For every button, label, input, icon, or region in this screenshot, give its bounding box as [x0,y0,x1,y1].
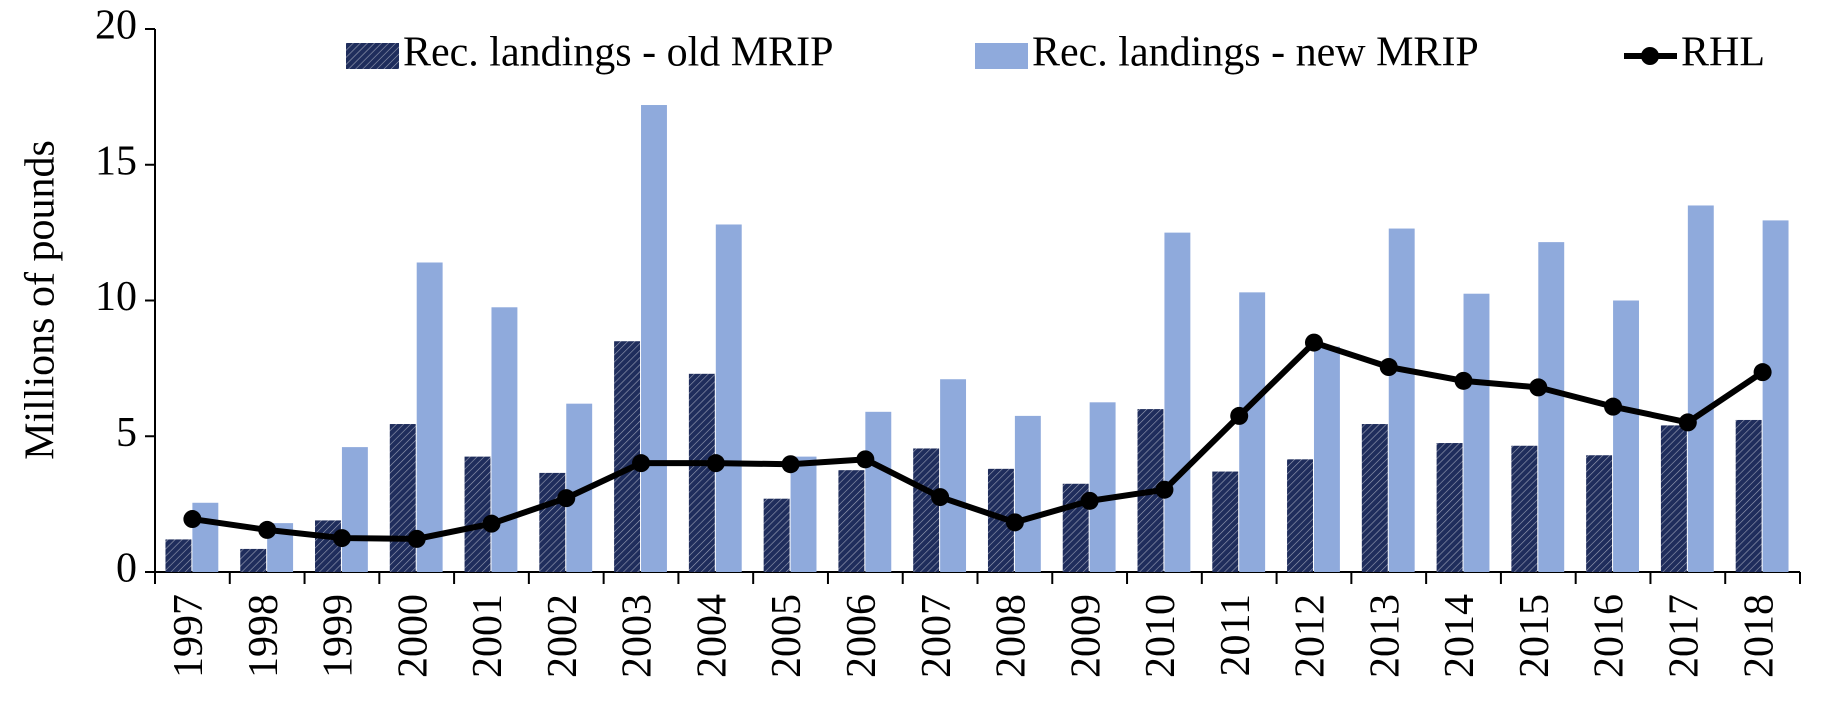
bar [838,470,865,572]
y-axis-label: Millions of pounds [18,140,64,460]
bar [940,379,967,572]
y-tick-label: 0 [116,546,137,592]
bar [641,105,667,573]
bar [1538,242,1565,572]
bar [1660,425,1687,572]
bar [539,472,566,572]
bar [913,448,940,572]
line-marker [1604,397,1623,416]
line-marker [407,529,426,548]
bar [1313,346,1340,572]
line-marker [1230,406,1249,425]
bar [865,411,892,572]
x-tick-label: 2004 [689,594,735,678]
legend-label: RHL [1681,30,1765,76]
line-marker [1753,363,1772,382]
line-marker [856,450,875,469]
legend-marker [1641,47,1659,65]
x-tick-label: 2008 [989,594,1035,678]
x-tick-label: 1999 [316,594,362,678]
line-marker [1529,378,1548,397]
x-tick-label: 2009 [1063,594,1109,678]
x-tick-label: 2001 [465,594,511,678]
bar [1239,292,1266,572]
line-marker [332,529,351,548]
x-tick-label: 2014 [1437,594,1483,678]
bar [790,456,817,572]
line-marker [557,489,576,508]
x-tick-label: 2018 [1736,594,1782,678]
legend-label: Rec. landings - new MRIP [1032,30,1479,76]
bar [389,424,416,572]
bar [1014,415,1041,572]
bar [1586,455,1613,572]
line-marker [781,455,800,474]
legend-swatch [975,43,1028,69]
x-tick-label: 2013 [1362,594,1408,678]
x-tick-label: 2007 [914,594,960,678]
x-tick-label: 2017 [1661,594,1707,678]
line-marker [1155,480,1174,499]
bar [491,307,518,572]
x-tick-label: 2015 [1512,594,1558,678]
x-tick-label: 2010 [1138,594,1184,678]
x-tick-label: 2012 [1288,594,1334,678]
bar [341,447,368,572]
bar [1762,220,1789,572]
bar [688,373,715,572]
line-marker [258,520,277,539]
bar [1089,402,1116,572]
x-tick-label: 2003 [615,594,661,678]
line-marker [1304,333,1323,352]
x-tick-label: 1998 [241,594,287,678]
bar [1511,445,1538,572]
bar [1164,232,1191,572]
bar [1436,443,1463,572]
bar [1388,228,1415,573]
x-tick-label: 2002 [540,594,586,678]
x-tick-label: 2005 [764,594,810,678]
line-marker [183,510,202,529]
bar [464,456,491,572]
bar [1212,471,1239,572]
x-tick-label: 2000 [390,594,436,678]
bar [1463,293,1490,572]
line-marker [706,454,725,473]
line [191,339,1765,542]
y-tick-label: 10 [95,274,137,320]
line-marker [1454,371,1473,390]
line-marker [1005,513,1024,532]
bar [1735,419,1762,572]
bar [1687,205,1714,572]
y-tick-label: 20 [95,3,137,49]
bar [715,224,742,573]
line-marker [632,454,651,473]
y-tick-label: 15 [95,138,137,184]
bar [416,262,443,572]
x-tick-label: 2016 [1587,594,1633,678]
line-marker [931,488,950,507]
x-tick-label: 1997 [166,594,212,678]
bar [1361,424,1388,572]
x-tick-label: 2006 [839,594,885,678]
y-tick-label: 5 [116,410,137,456]
legend-swatch [346,43,399,69]
line-marker [1379,358,1398,377]
x-tick-label: 2011 [1213,594,1259,676]
bar [165,539,192,572]
bar [1287,459,1313,572]
line-marker [482,514,501,533]
legend-label: Rec. landings - old MRIP [403,30,833,76]
bar [1613,300,1639,572]
bar [240,548,267,572]
bar [315,520,341,572]
line-marker [1678,413,1697,432]
line-marker [1080,491,1099,510]
bar [763,498,790,572]
